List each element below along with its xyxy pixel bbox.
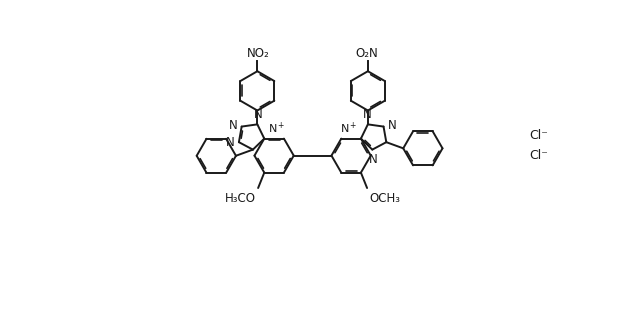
Text: N: N bbox=[227, 136, 235, 149]
Text: N: N bbox=[387, 119, 396, 132]
Text: NO₂: NO₂ bbox=[247, 47, 269, 60]
Text: N: N bbox=[253, 108, 262, 121]
Text: N: N bbox=[229, 119, 238, 132]
Text: N: N bbox=[369, 153, 378, 166]
Text: OCH₃: OCH₃ bbox=[369, 192, 401, 205]
Text: N: N bbox=[363, 108, 371, 121]
Text: Cl⁻: Cl⁻ bbox=[530, 129, 548, 142]
Text: N$^+$: N$^+$ bbox=[268, 121, 285, 136]
Text: H₃CO: H₃CO bbox=[225, 192, 256, 205]
Text: Cl⁻: Cl⁻ bbox=[530, 149, 548, 162]
Text: N$^+$: N$^+$ bbox=[339, 121, 357, 136]
Text: O₂N: O₂N bbox=[356, 47, 378, 60]
